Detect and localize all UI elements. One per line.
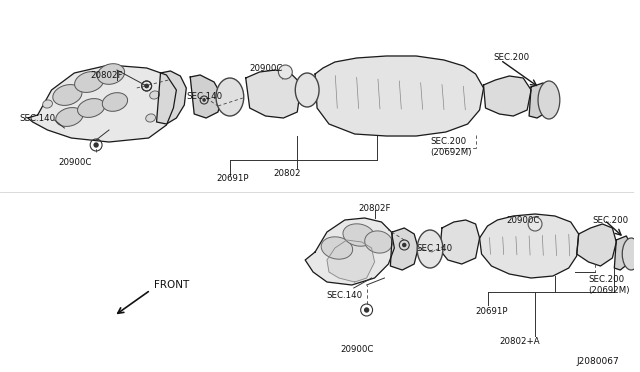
Ellipse shape <box>43 100 52 108</box>
Polygon shape <box>577 224 616 266</box>
Ellipse shape <box>77 99 105 118</box>
Circle shape <box>202 98 206 102</box>
Polygon shape <box>529 83 549 118</box>
Polygon shape <box>484 76 531 116</box>
Polygon shape <box>479 214 579 278</box>
Ellipse shape <box>52 84 82 105</box>
Polygon shape <box>305 218 394 285</box>
Ellipse shape <box>150 91 159 99</box>
Ellipse shape <box>343 224 374 246</box>
Circle shape <box>145 84 149 88</box>
Text: 20691P: 20691P <box>216 173 248 183</box>
Ellipse shape <box>365 231 392 253</box>
Ellipse shape <box>75 71 104 92</box>
Ellipse shape <box>146 114 156 122</box>
Ellipse shape <box>321 237 353 259</box>
Polygon shape <box>327 240 374 282</box>
Polygon shape <box>390 228 418 270</box>
Ellipse shape <box>97 64 125 84</box>
Text: 20900C: 20900C <box>506 215 540 224</box>
Text: SEC.200
(20692M): SEC.200 (20692M) <box>430 137 472 157</box>
Text: 20802F: 20802F <box>358 203 391 212</box>
Ellipse shape <box>102 93 127 111</box>
Ellipse shape <box>216 78 244 116</box>
Text: SEC.140: SEC.140 <box>186 92 223 100</box>
Polygon shape <box>190 75 222 118</box>
Text: SEC.140: SEC.140 <box>327 291 363 299</box>
Polygon shape <box>246 70 301 118</box>
Text: SEC.140: SEC.140 <box>416 244 452 253</box>
Text: SEC.200
(20692M): SEC.200 (20692M) <box>589 275 630 295</box>
Text: SEC.140: SEC.140 <box>20 113 56 122</box>
Ellipse shape <box>417 230 443 268</box>
Ellipse shape <box>622 238 640 270</box>
Text: 20802F: 20802F <box>91 71 124 80</box>
Text: J2080067: J2080067 <box>577 357 620 366</box>
Circle shape <box>364 307 369 313</box>
Text: 20802+A: 20802+A <box>499 337 540 346</box>
Polygon shape <box>614 236 632 270</box>
Ellipse shape <box>295 73 319 107</box>
Text: 20691P: 20691P <box>476 308 508 317</box>
Circle shape <box>145 84 149 88</box>
Text: 20900C: 20900C <box>340 346 373 355</box>
Text: 20802: 20802 <box>273 169 301 177</box>
Polygon shape <box>315 56 484 136</box>
Text: 20900C: 20900C <box>250 64 284 73</box>
Polygon shape <box>440 220 479 264</box>
Ellipse shape <box>278 65 292 79</box>
Polygon shape <box>157 71 186 124</box>
Text: FRONT: FRONT <box>154 280 189 290</box>
Ellipse shape <box>538 81 560 119</box>
Circle shape <box>93 142 99 148</box>
Ellipse shape <box>56 108 83 126</box>
Polygon shape <box>28 65 177 142</box>
Text: 20900C: 20900C <box>59 157 92 167</box>
Ellipse shape <box>528 217 542 231</box>
Circle shape <box>402 243 406 247</box>
Text: SEC.200: SEC.200 <box>593 215 628 224</box>
Text: SEC.200: SEC.200 <box>493 52 529 61</box>
